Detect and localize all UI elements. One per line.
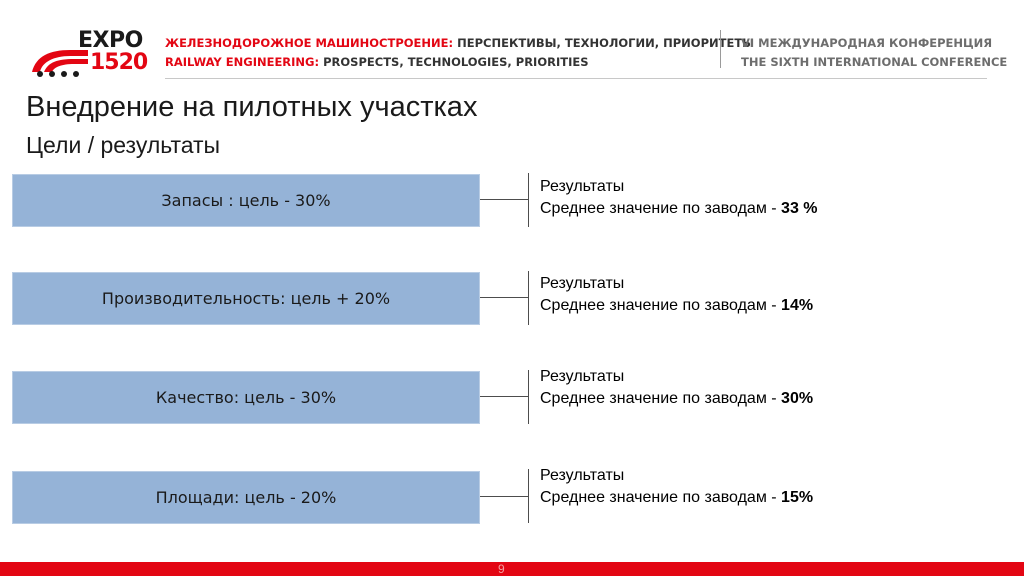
result-block-productivity: Результаты Среднее значение по заводам -… <box>540 273 813 317</box>
connector-line <box>480 396 528 397</box>
goal-box-productivity: Производительность: цель + 20% <box>12 272 480 325</box>
conference-title-ru-dark: ПЕРСПЕКТИВЫ, ТЕХНОЛОГИИ, ПРИОРИТЕТЫ <box>457 36 755 50</box>
bracket-line <box>528 469 529 523</box>
result-value: 30% <box>781 390 814 407</box>
conference-title-en-red: RAILWAY ENGINEERING: <box>165 55 320 69</box>
result-text: Среднее значение по заводам - <box>540 390 782 407</box>
result-value: 15% <box>781 489 814 506</box>
conference-title-ru-red: ЖЕЛЕЗНОДОРОЖНОЕ МАШИНОСТРОЕНИЕ: <box>165 36 454 50</box>
result-line: Среднее значение по заводам - 15% <box>540 487 813 509</box>
result-block-quality: Результаты Среднее значение по заводам -… <box>540 366 813 410</box>
logo-1520-text: 1520 <box>90 50 148 75</box>
goal-box-quality: Качество: цель - 30% <box>12 371 480 424</box>
header-rule <box>165 78 987 79</box>
result-line: Среднее значение по заводам - 33 % <box>540 198 818 220</box>
goal-label: Производительность: цель + 20% <box>101 289 391 308</box>
result-block-area: Результаты Среднее значение по заводам -… <box>540 465 813 509</box>
result-value: 33 % <box>781 200 818 217</box>
conference-title: ЖЕЛЕЗНОДОРОЖНОЕ МАШИНОСТРОЕНИЕ: ПЕРСПЕКТ… <box>165 34 754 72</box>
logo-expo-text: EXPO <box>78 28 143 53</box>
conference-title-en: RAILWAY ENGINEERING: PROSPECTS, TECHNOLO… <box>165 53 754 72</box>
result-text: Среднее значение по заводам - <box>540 200 782 217</box>
slide-subtitle: Цели / результаты <box>26 132 221 158</box>
result-text: Среднее значение по заводам - <box>540 489 782 506</box>
result-block-inventory: Результаты Среднее значение по заводам -… <box>540 176 818 220</box>
result-text: Среднее значение по заводам - <box>540 297 782 314</box>
bracket-line <box>528 173 529 227</box>
train-logo-icon <box>32 50 88 77</box>
connector-line <box>480 496 528 497</box>
conference-title-en-dark: PROSPECTS, TECHNOLOGIES, PRIORITIES <box>323 55 589 69</box>
conference-edition: VI МЕЖДУНАРОДНАЯ КОНФЕРЕНЦИЯ THE SIXTH I… <box>741 34 1007 72</box>
result-label: Результаты <box>540 178 625 195</box>
page-number: 9 <box>498 562 505 576</box>
conference-edition-ru: VI МЕЖДУНАРОДНАЯ КОНФЕРЕНЦИЯ <box>741 36 993 50</box>
goal-label: Запасы : цель - 30% <box>161 191 331 210</box>
goal-box-area: Площади: цель - 20% <box>12 471 480 524</box>
goal-label: Площади: цель - 20% <box>155 488 337 507</box>
result-line: Среднее значение по заводам - 14% <box>540 295 813 317</box>
connector-line <box>480 297 528 298</box>
goal-box-inventory: Запасы : цель - 30% <box>12 174 480 227</box>
result-label: Результаты <box>540 467 625 484</box>
goal-label: Качество: цель - 30% <box>155 388 337 407</box>
slide-title: Внедрение на пилотных участках <box>26 91 478 123</box>
result-label: Результаты <box>540 275 625 292</box>
header-divider <box>720 30 721 68</box>
conference-title-ru: ЖЕЛЕЗНОДОРОЖНОЕ МАШИНОСТРОЕНИЕ: ПЕРСПЕКТ… <box>165 34 754 53</box>
expo-1520-logo: EXPO 1520 <box>30 28 150 78</box>
bracket-line <box>528 370 529 424</box>
footer-bar <box>0 562 1024 576</box>
conference-edition-en: THE SIXTH INTERNATIONAL CONFERENCE <box>741 55 1008 69</box>
result-label: Результаты <box>540 368 625 385</box>
result-line: Среднее значение по заводам - 30% <box>540 388 813 410</box>
result-value: 14% <box>781 297 814 314</box>
bracket-line <box>528 271 529 325</box>
connector-line <box>480 199 528 200</box>
